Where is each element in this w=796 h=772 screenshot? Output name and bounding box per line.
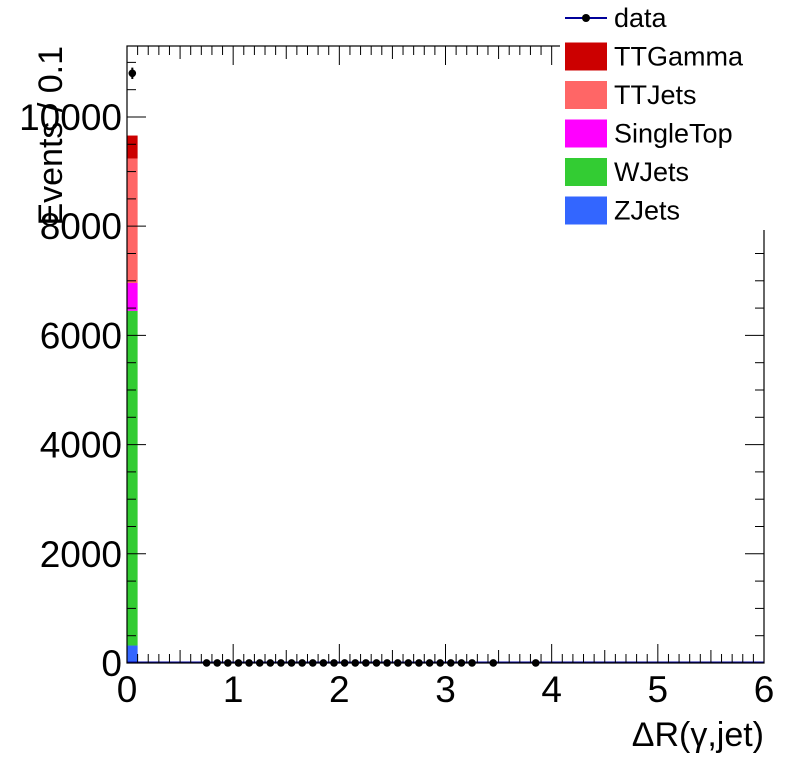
y-axis-title: Events / 0.1 [32, 46, 70, 226]
legend-swatch-3 [565, 119, 607, 148]
x-tick-label-5: 5 [648, 669, 669, 710]
bar-zjets-bin-0 [127, 645, 138, 663]
legend-label-3: SingleTop [614, 119, 733, 149]
legend-label-5: ZJets [614, 196, 680, 226]
x-tick-label-6: 6 [754, 669, 775, 710]
x-tick-label-2: 2 [329, 669, 350, 710]
x-tick-label-1: 1 [223, 669, 244, 710]
y-tick-label-2: 4000 [40, 425, 122, 466]
legend: data TTGamma TTJets SingleTop WJets ZJets [565, 3, 744, 226]
data-point-0 [128, 69, 137, 78]
stack-bars [127, 135, 138, 663]
tick-labels: 0 1 2 3 4 5 6 0 2000 4000 6000 8000 10000 [19, 97, 774, 710]
legend-swatch-1 [565, 42, 607, 71]
legend-label-4: WJets [614, 157, 689, 187]
y-tick-label-5: 10000 [19, 97, 122, 138]
x-tick-label-0: 0 [117, 669, 138, 710]
y-tick-label-0: 0 [101, 643, 122, 684]
bar-wjets-bin-0 [127, 310, 138, 646]
legend-label-1: TTGamma [614, 42, 744, 72]
bar-singletop-bin-0 [127, 282, 138, 311]
x-axis-title: ΔR(γ,jet) [632, 716, 764, 754]
x-tick-label-3: 3 [435, 669, 456, 710]
y-tick-label-3: 6000 [40, 315, 122, 356]
legend-swatch-2 [565, 81, 607, 109]
y-tick-label-4: 8000 [40, 206, 122, 247]
bar-ttjets-bin-0 [127, 158, 138, 283]
legend-swatch-4 [565, 158, 607, 186]
x-tick-label-4: 4 [541, 669, 562, 710]
legend-swatch-5 [565, 196, 607, 225]
bar-ttgamma-bin-0 [127, 135, 138, 159]
legend-label-2: TTJets [614, 80, 697, 110]
legend-marker-0 [582, 14, 590, 22]
legend-background [560, 0, 765, 230]
legend-label-0: data [614, 3, 668, 33]
y-tick-label-1: 2000 [40, 534, 122, 575]
